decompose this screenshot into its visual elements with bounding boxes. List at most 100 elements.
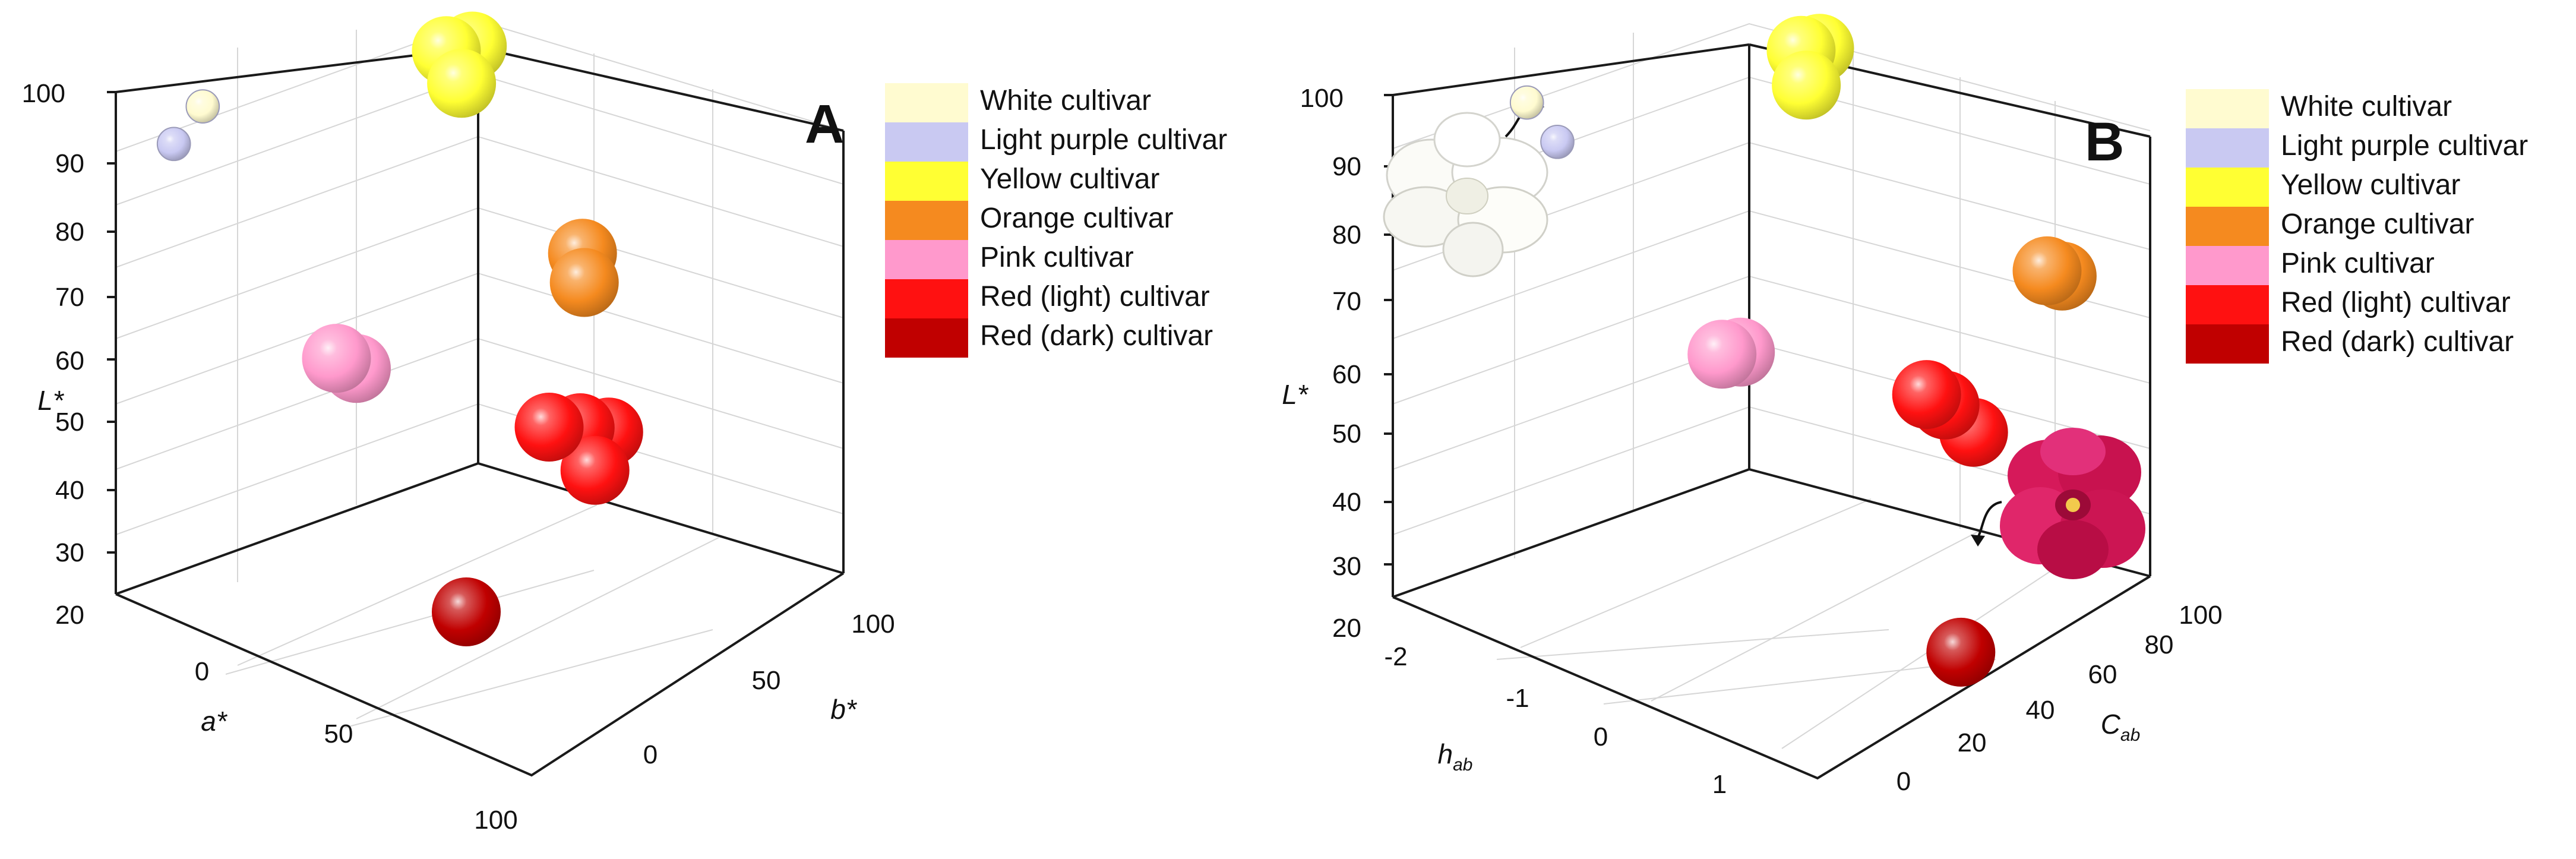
panel-a-data-points: [156, 11, 643, 646]
panel-b-letter: B: [2085, 112, 2124, 172]
panel-a-legend-swatch: [885, 122, 968, 162]
panel-a-legend-swatch: [885, 83, 968, 122]
panel-a-axes-frame: [115, 46, 845, 777]
panel-a-x-axis-label: a*: [201, 706, 228, 737]
panel-b-legend-swatch: [2186, 89, 2269, 128]
white-flower-image: [1383, 112, 1548, 277]
panel-b-z-tick: 90: [1332, 152, 1361, 181]
panel-a-y-tick: 0: [643, 740, 658, 769]
panel-b-legend-swatch: [2186, 246, 2269, 285]
panel-b-y-ticks: 0 20 40 60 80 100: [1897, 601, 2223, 796]
panel-b-legend-label: White cultivar: [2281, 91, 2452, 122]
panel-b-y-tick: 60: [2088, 660, 2117, 689]
panel-a-legend-label: Light purple cultivar: [980, 124, 1227, 156]
panel-a-y-tick: 50: [752, 666, 781, 695]
panel-a-data-point: [549, 248, 619, 317]
panel-a-z-tick: 90: [55, 149, 84, 178]
panel-b-z-ticks: 100 90 80 70 60 50 40 30 20: [1300, 84, 1393, 643]
panel-a-data-point: [185, 89, 220, 124]
panel-b-x-tick: -2: [1384, 642, 1407, 671]
panel-b-z-tick: 40: [1332, 488, 1361, 517]
panel-b-y-tick: 20: [1958, 728, 1987, 757]
panel-a-z-tick: 40: [55, 476, 84, 505]
panel-b-data-points: [1509, 14, 2097, 687]
panel-a-legend-label: White cultivar: [980, 85, 1151, 116]
panel-a-z-tick: 30: [55, 538, 84, 567]
panel-a-z-tick: 60: [55, 346, 84, 375]
panel-a-x-ticks: 0 50 100: [195, 657, 518, 835]
panel-b-x-tick: -1: [1506, 684, 1529, 713]
panel-b-x-ticks: -2 -1 0 1: [1384, 642, 1727, 799]
panel-b-legend-swatch: [2186, 128, 2269, 168]
panel-a-legend-swatch: [885, 240, 968, 279]
panel-b-data-point: [1509, 85, 1544, 120]
panel-b-data-point: [1926, 617, 1996, 687]
panel-a-y-tick: 100: [851, 609, 895, 639]
panel-b-legend-label: Light purple cultivar: [2281, 130, 2528, 162]
panel-b-y-tick: 40: [2026, 696, 2055, 725]
panel-a-z-tick: 20: [55, 601, 84, 630]
panel-b-x-tick: 0: [1594, 722, 1608, 751]
panel-a-data-point: [427, 49, 497, 118]
panel-b-y-axis-label: Cab: [2101, 709, 2141, 745]
red-flower-image: [2000, 428, 2145, 579]
panel-b-z-tick: 70: [1332, 287, 1361, 316]
panel-b-gridlines: [1392, 23, 2151, 749]
panel-b-legend-swatch: [2186, 207, 2269, 246]
panel-a-data-point: [514, 393, 584, 462]
panel-b-legend-label: Orange cultivar: [2281, 209, 2474, 240]
panel-b-legend-swatch: [2186, 324, 2269, 364]
panel-b-x-axis-label: hab: [1438, 738, 1473, 775]
panel-a-legend-label: Yellow cultivar: [980, 163, 1159, 195]
panel-a-legend-label: Red (light) cultivar: [980, 281, 1210, 312]
red-flower-pointer-arrow: [1977, 501, 2002, 538]
panel-b-data-point: [1540, 124, 1575, 159]
panel-a-legend: White cultivar Light purple cultivar Yello…: [885, 83, 1227, 358]
panel-a-z-tick: 70: [55, 283, 84, 312]
panel-b-legend-label: Yellow cultivar: [2281, 169, 2460, 201]
panel-a-legend-swatch: [885, 162, 968, 201]
panel-b-y-tick: 80: [2145, 630, 2174, 659]
panel-a-legend-swatch: [885, 201, 968, 240]
panel-a-data-point: [156, 127, 191, 162]
panel-b-z-tick: 100: [1300, 84, 1344, 113]
panel-b-y-tick: 0: [1897, 767, 1911, 796]
panel-a-legend-swatch: [885, 318, 968, 358]
panel-b-z-tick: 60: [1332, 360, 1361, 389]
red-flower-arrowhead: [1971, 535, 1985, 547]
panel-a-legend-swatch: [885, 279, 968, 318]
panel-b-z-tick: 30: [1332, 552, 1361, 581]
panel-b-legend-swatch: [2186, 168, 2269, 207]
panel-b-z-tick: 20: [1332, 614, 1361, 643]
panel-b-legend: White cultivar Light purple cultivar Yello…: [2186, 89, 2528, 364]
panel-b-z-axis-label: L*: [1282, 379, 1309, 410]
panel-a-data-point: [432, 577, 501, 646]
panel-a-legend-label: Red (dark) cultivar: [980, 320, 1213, 352]
panel-b-data-point: [1892, 360, 1961, 430]
panel-b-chart: 100 90 80 70 60 50 40 30 20 L* -2 -1 0 1…: [1282, 14, 2528, 799]
panel-b-z-tick: 50: [1332, 419, 1361, 449]
panel-a-letter: A: [805, 94, 844, 154]
panel-a-y-ticks: 0 50 100: [643, 609, 895, 769]
panel-b-data-point: [2012, 236, 2082, 305]
panel-b-data-point: [1772, 50, 1841, 120]
panel-b-legend-label: Red (light) cultivar: [2281, 287, 2511, 318]
panel-a-legend-label: Pink cultivar: [980, 242, 1134, 273]
panel-b-x-tick: 1: [1712, 770, 1727, 799]
panel-a-z-tick: 80: [55, 217, 84, 247]
panel-a-chart: 100 90 80 70 60 50 40 30 20 L* 0 50 100 …: [22, 11, 1227, 835]
panel-a-data-point: [560, 435, 630, 505]
panel-b-z-tick: 80: [1332, 220, 1361, 250]
panel-b-legend-label: Red (dark) cultivar: [2281, 326, 2514, 358]
panel-a-z-axis-label: L*: [37, 385, 65, 416]
panel-a-z-tick: 100: [22, 79, 65, 108]
panel-b-legend-label: Pink cultivar: [2281, 248, 2435, 279]
panel-a-x-tick: 50: [324, 719, 353, 749]
panel-a-z-tick: 50: [55, 408, 84, 437]
panel-a-x-tick: 100: [474, 806, 517, 835]
panel-a-y-axis-label: b*: [830, 694, 858, 725]
panel-a-data-point: [302, 324, 371, 393]
panel-a-x-tick: 0: [195, 657, 209, 686]
panel-b-y-tick: 100: [2179, 601, 2222, 630]
panel-b-data-point: [1687, 320, 1757, 389]
